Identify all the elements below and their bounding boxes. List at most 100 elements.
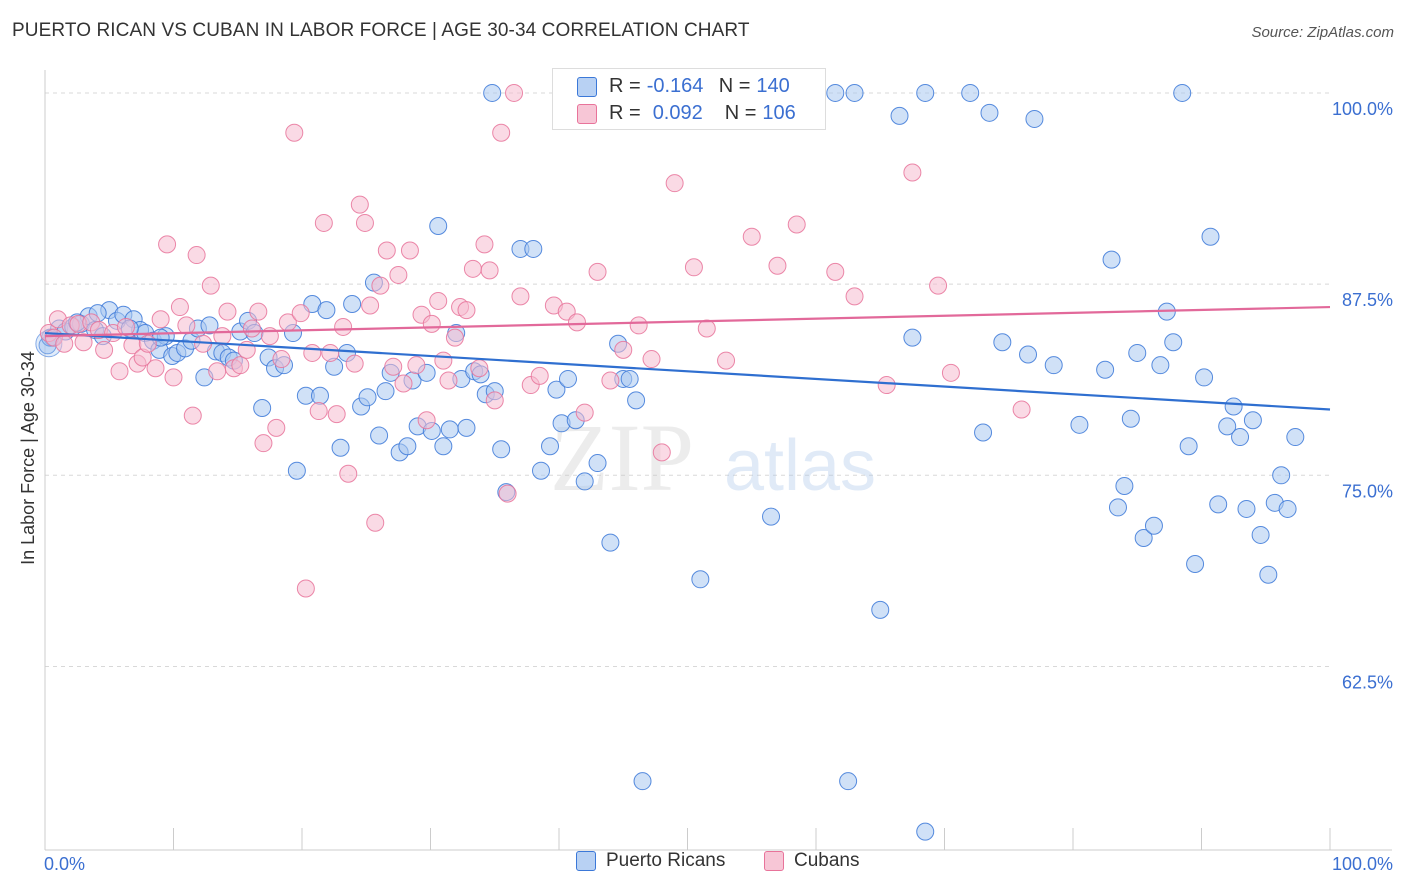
cuban-point bbox=[355, 213, 374, 232]
cuban-point bbox=[457, 301, 476, 320]
puerto-rican-point bbox=[691, 570, 710, 589]
cuban-point bbox=[400, 241, 419, 260]
puerto-rican-point bbox=[483, 83, 502, 102]
stats-legend: R = -0.164 N = 140 R = 0.092 N = 106 bbox=[552, 68, 826, 130]
puerto-rican-point bbox=[974, 423, 993, 442]
cuban-point bbox=[187, 246, 206, 265]
cuban-point bbox=[511, 287, 530, 306]
cubans-points bbox=[39, 83, 1031, 598]
puerto-rican-point bbox=[588, 454, 607, 473]
puerto-rican-point bbox=[1121, 409, 1140, 428]
watermark: ZIP atlas bbox=[550, 404, 876, 511]
cuban-point bbox=[218, 302, 237, 321]
cuban-point bbox=[652, 443, 671, 462]
stats-row-blue: R = -0.164 N = 140 bbox=[577, 75, 790, 98]
r-label-blue: R = bbox=[609, 75, 641, 97]
pink-swatch bbox=[577, 103, 597, 124]
source-label: Source: ZipAtlas.com bbox=[1251, 24, 1394, 41]
axes bbox=[44, 70, 1392, 851]
cuban-point bbox=[285, 123, 304, 142]
puerto-rican-point bbox=[1179, 437, 1198, 456]
cuban-point bbox=[177, 316, 196, 335]
puerto-rican-point bbox=[398, 437, 417, 456]
cuban-point bbox=[291, 304, 310, 323]
cuban-point bbox=[445, 328, 464, 347]
puerto-rican-point bbox=[376, 382, 395, 401]
cuban-point bbox=[642, 350, 661, 369]
cuban-point bbox=[492, 123, 511, 142]
cuban-point bbox=[361, 296, 380, 315]
cuban-point bbox=[768, 256, 787, 275]
legend-item-cubans[interactable]: Cubans bbox=[764, 850, 860, 872]
cuban-point bbox=[183, 406, 202, 425]
puerto-rican-point bbox=[343, 295, 362, 313]
stats-row-pink: R = 0.092 N = 106 bbox=[577, 102, 796, 125]
n-label-pink: N = bbox=[724, 102, 757, 124]
bottom-legend: Puerto Ricans Cubans bbox=[0, 850, 1406, 878]
cuban-point bbox=[55, 334, 74, 353]
n-value-blue: 140 bbox=[756, 75, 790, 97]
puerto-rican-point bbox=[200, 316, 219, 335]
cuban-point bbox=[158, 235, 177, 254]
cuban-point bbox=[480, 261, 499, 280]
cuban-point bbox=[231, 356, 250, 375]
r-label-pink: R = bbox=[609, 102, 641, 124]
puerto-ricans-points bbox=[35, 83, 1305, 841]
cuban-point bbox=[296, 579, 315, 598]
puerto-rican-point bbox=[620, 369, 639, 388]
puerto-rican-point bbox=[331, 438, 350, 457]
puerto-rican-point bbox=[541, 437, 560, 456]
cuban-point bbox=[475, 235, 494, 254]
cuban-point bbox=[389, 265, 408, 284]
cuban-point bbox=[345, 354, 364, 373]
cuban-point bbox=[267, 418, 286, 437]
puerto-rican-point bbox=[287, 461, 306, 480]
puerto-rican-point bbox=[1134, 529, 1153, 547]
puerto-rican-point bbox=[1128, 343, 1147, 362]
puerto-rican-point bbox=[358, 388, 377, 407]
puerto-rican-point bbox=[980, 103, 999, 122]
cuban-point bbox=[826, 262, 845, 281]
cuban-point bbox=[588, 262, 607, 281]
y-tick-label: 75.0% bbox=[1342, 481, 1393, 501]
puerto-rican-point bbox=[524, 239, 543, 258]
puerto-rican-point bbox=[253, 399, 272, 417]
x-tick-label-right: 100.0% bbox=[1332, 854, 1393, 874]
cuban-point bbox=[208, 362, 227, 381]
puerto-rican-point bbox=[826, 83, 845, 102]
puerto-rican-point bbox=[1151, 356, 1170, 375]
cuban-point bbox=[505, 83, 524, 102]
y-tick-label: 62.5% bbox=[1342, 672, 1393, 692]
puerto-rican-point bbox=[993, 333, 1012, 352]
puerto-rican-point bbox=[1025, 109, 1044, 128]
cuban-point bbox=[742, 227, 761, 246]
puerto-rican-point bbox=[1237, 499, 1256, 518]
puerto-rican-point bbox=[1173, 83, 1192, 102]
cuban-point bbox=[366, 513, 385, 532]
cuban-point bbox=[201, 276, 220, 295]
puerto-rican-point bbox=[1144, 516, 1163, 535]
cuban-point bbox=[339, 464, 358, 483]
legend-item-puerto-ricans[interactable]: Puerto Ricans bbox=[576, 850, 725, 872]
watermark-atlas: atlas bbox=[724, 426, 876, 506]
puerto-rican-point bbox=[1164, 333, 1183, 352]
cuban-point bbox=[407, 356, 426, 375]
puerto-rican-point bbox=[317, 301, 336, 320]
legend-swatch-blue bbox=[576, 851, 596, 871]
cuban-point bbox=[697, 319, 716, 338]
cuban-point bbox=[877, 376, 896, 395]
cuban-point bbox=[1012, 400, 1031, 419]
puerto-rican-point bbox=[1278, 499, 1297, 518]
cuban-point bbox=[485, 391, 504, 410]
puerto-rican-point bbox=[1195, 368, 1214, 387]
puerto-rican-point bbox=[601, 533, 620, 552]
blue-swatch bbox=[577, 76, 597, 97]
puerto-rican-point bbox=[916, 83, 935, 102]
puerto-rican-point bbox=[1019, 345, 1038, 364]
legend-swatch-pink bbox=[764, 851, 784, 871]
cuban-point bbox=[151, 310, 170, 329]
puerto-rican-point bbox=[1102, 250, 1121, 269]
cuban-point bbox=[530, 366, 549, 385]
puerto-rican-point bbox=[1201, 227, 1220, 246]
